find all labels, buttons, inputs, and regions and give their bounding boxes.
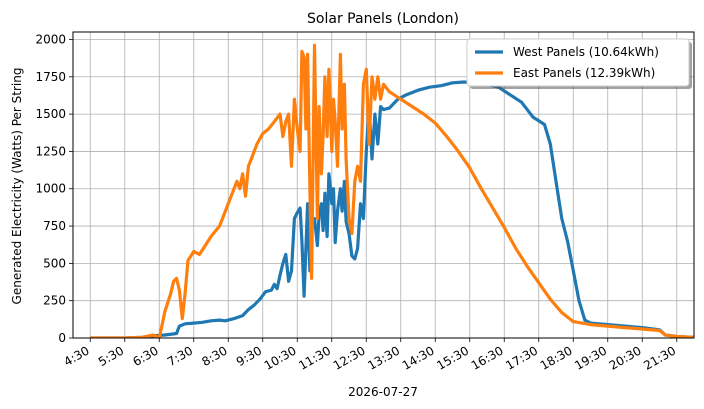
legend-label-1: East Panels (12.39kWh): [513, 66, 655, 80]
x-tick-label: 16:30: [469, 343, 506, 372]
x-tick-label: 18:30: [538, 343, 575, 372]
y-tick-label: 1250: [35, 144, 66, 158]
legend-label-0: West Panels (10.64kWh): [513, 45, 659, 59]
x-tick-label: 11:30: [296, 343, 333, 372]
series-line-1: [90, 43, 694, 338]
x-tick-label: 10:30: [262, 343, 299, 372]
x-tick-label: 17:30: [503, 343, 540, 372]
y-tick-label: 0: [58, 331, 66, 345]
series-lines: [90, 43, 694, 338]
x-tick-label: 13:30: [365, 343, 402, 372]
y-tick-label: 1500: [35, 107, 66, 121]
x-tick-label: 15:30: [434, 343, 471, 372]
x-tick-label: 5:30: [96, 343, 126, 369]
legend-box: [466, 38, 690, 87]
x-tick-label: 8:30: [199, 343, 229, 369]
x-tick-label: 4:30: [61, 343, 91, 369]
x-tick-label: 14:30: [400, 343, 437, 372]
y-axis-label: Generated Electricity (Watts) Per String: [10, 68, 24, 305]
plot-frame: [72, 31, 695, 339]
x-tick-label: 6:30: [130, 343, 160, 369]
y-tick-label: 2000: [35, 32, 66, 46]
y-tick-label: 500: [43, 256, 66, 270]
y-axis-ticks: 0 250 500 750 1000 1250 1500 1750 2000: [35, 32, 73, 345]
y-tick-label: 1000: [35, 182, 66, 196]
x-axis-ticks: 4:30 5:30 6:30 7:30 8:30 9:3010:3011:3012:301…: [61, 338, 678, 373]
legend: West Panels (10.64kWh) East Panels (12.39…: [466, 38, 692, 89]
x-tick-label: 9:30: [234, 343, 264, 369]
x-tick-label: 20:30: [607, 343, 644, 372]
series-line-0: [90, 80, 694, 338]
x-axis-label: 2026-07-27: [348, 385, 418, 399]
y-tick-label: 750: [43, 219, 66, 233]
y-tick-label: 1750: [35, 70, 66, 84]
x-tick-label: 7:30: [165, 343, 195, 369]
chart-title: Solar Panels (London): [307, 11, 459, 27]
x-tick-label: 21:30: [641, 343, 678, 372]
y-tick-label: 250: [43, 294, 66, 308]
x-tick-label: 19:30: [572, 343, 609, 372]
x-tick-label: 12:30: [331, 343, 368, 372]
